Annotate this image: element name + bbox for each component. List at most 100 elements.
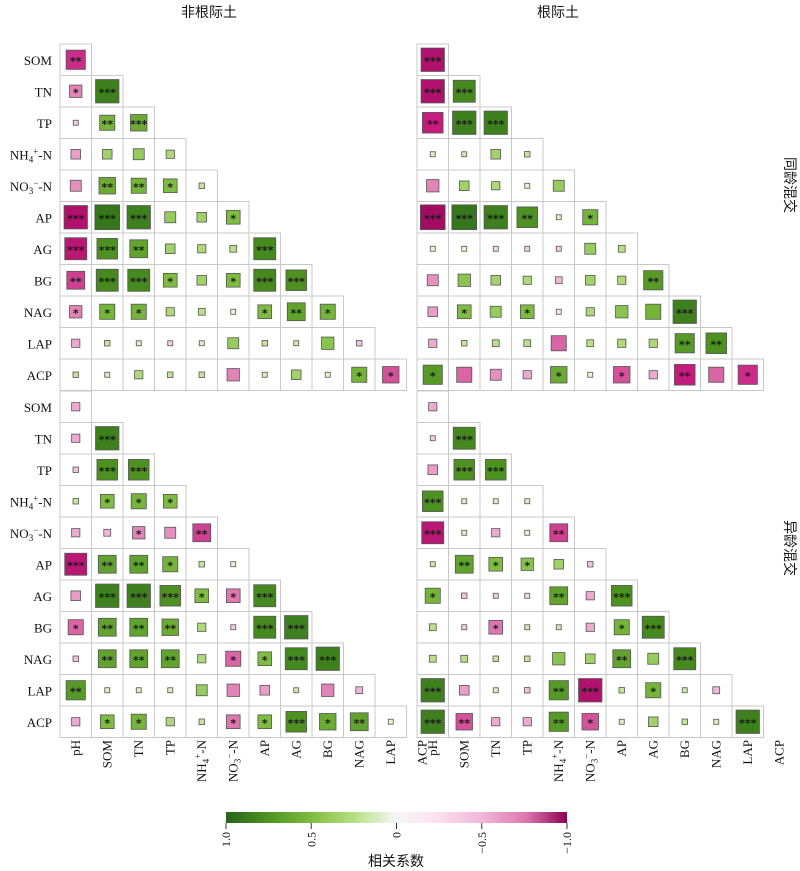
significance-label: *** <box>456 86 474 99</box>
correlation-square <box>226 368 240 382</box>
significance-label: *** <box>456 433 474 446</box>
correlation-square <box>70 149 81 160</box>
correlation-square <box>524 655 531 662</box>
correlation-square <box>454 554 474 574</box>
correlation-square <box>196 275 207 286</box>
correlation-square <box>645 682 662 699</box>
correlation-square <box>452 110 477 135</box>
correlation-square <box>524 529 531 536</box>
significance-label: * <box>356 370 362 383</box>
significance-label: ** <box>427 118 439 131</box>
significance-label: *** <box>487 465 505 478</box>
x-axis-label: TN <box>488 739 503 757</box>
correlation-square <box>72 655 79 662</box>
correlation-square <box>164 211 177 224</box>
correlation-square <box>489 305 502 318</box>
correlation-square <box>99 493 115 509</box>
y-axis-label: NH4+-N <box>10 493 53 511</box>
significance-label: ** <box>101 181 113 194</box>
correlation-square <box>426 179 440 193</box>
y-axis-label: ACP <box>27 368 52 383</box>
correlation-square <box>555 214 562 221</box>
correlation-square <box>165 243 176 254</box>
correlation-square <box>253 584 277 608</box>
y-axis-label: SOM <box>24 53 53 68</box>
significance-label: *** <box>424 496 442 509</box>
correlation-square <box>555 245 562 252</box>
correlation-square <box>104 687 111 694</box>
correlation-square <box>167 371 174 378</box>
x-axis-label: NH4+-N <box>193 739 211 782</box>
significance-label: *** <box>645 622 663 635</box>
correlation-square <box>94 204 121 231</box>
significance-label: *** <box>288 717 306 730</box>
correlation-square <box>428 338 438 348</box>
significance-label: * <box>104 496 110 509</box>
correlation-square <box>426 274 439 287</box>
correlation-square <box>524 592 531 599</box>
heatmap-panel: ****************************************… <box>416 390 764 738</box>
correlation-square <box>197 307 206 316</box>
significance-label: ** <box>553 685 565 698</box>
correlation-square <box>485 459 507 481</box>
significance-label: * <box>493 559 499 572</box>
correlation-square <box>127 268 151 292</box>
correlation-square <box>456 304 472 320</box>
y-axis-label: NAG <box>24 652 52 667</box>
significance-label: ** <box>70 55 82 68</box>
correlation-square <box>522 717 532 727</box>
correlation-square <box>459 685 470 696</box>
row-title-uneven-age-mixed: 异龄混交 <box>781 520 798 576</box>
correlation-square <box>71 528 81 538</box>
correlation-square <box>420 678 445 703</box>
significance-label: * <box>73 86 79 99</box>
correlation-square <box>162 178 178 194</box>
significance-label: ** <box>458 559 470 572</box>
correlation-square <box>135 687 142 694</box>
correlation-square <box>428 623 437 632</box>
correlation-square <box>284 647 308 671</box>
correlation-square <box>451 204 478 231</box>
correlation-square <box>618 687 625 694</box>
significance-label: * <box>650 685 656 698</box>
correlation-square <box>429 245 436 252</box>
significance-label: ** <box>133 559 145 572</box>
correlation-square <box>230 624 237 631</box>
correlation-square <box>522 275 532 285</box>
significance-label: *** <box>99 591 117 604</box>
correlation-square <box>643 270 664 291</box>
x-axis-label: BG <box>677 740 692 758</box>
significance-label: *** <box>424 86 442 99</box>
correlation-square <box>422 112 444 134</box>
correlation-square <box>71 338 81 348</box>
y-axis-label: TP <box>37 116 52 131</box>
correlation-square <box>419 204 446 231</box>
significance-label: *** <box>99 86 117 99</box>
correlation-square <box>452 79 476 103</box>
significance-label: * <box>104 717 110 730</box>
significance-label: * <box>262 307 268 320</box>
y-axis-label: AG <box>33 589 52 604</box>
correlation-square <box>96 459 118 481</box>
y-axis-label: TN <box>35 431 53 446</box>
correlation-square <box>488 619 504 635</box>
significance-label: * <box>587 717 593 730</box>
correlation-square <box>459 180 470 191</box>
colorbar-ticks: 1.0 0.5 0 −0.5 −1.0 <box>219 823 574 854</box>
correlation-square <box>197 622 207 632</box>
correlation-square <box>257 714 273 730</box>
significance-label: *** <box>424 528 442 541</box>
x-axis-label: pH <box>68 740 83 756</box>
correlation-square <box>420 79 445 104</box>
correlation-square <box>225 209 241 225</box>
correlation-square <box>65 680 86 701</box>
heatmap-cell <box>479 705 512 738</box>
correlation-square <box>613 619 630 636</box>
correlation-square <box>617 338 627 348</box>
x-axis-label: TN <box>131 739 146 757</box>
significance-label: *** <box>99 433 117 446</box>
correlation-square <box>285 711 307 733</box>
heatmap-cell <box>448 358 481 391</box>
correlation-square <box>293 340 300 347</box>
heatmap-cell <box>343 327 376 360</box>
